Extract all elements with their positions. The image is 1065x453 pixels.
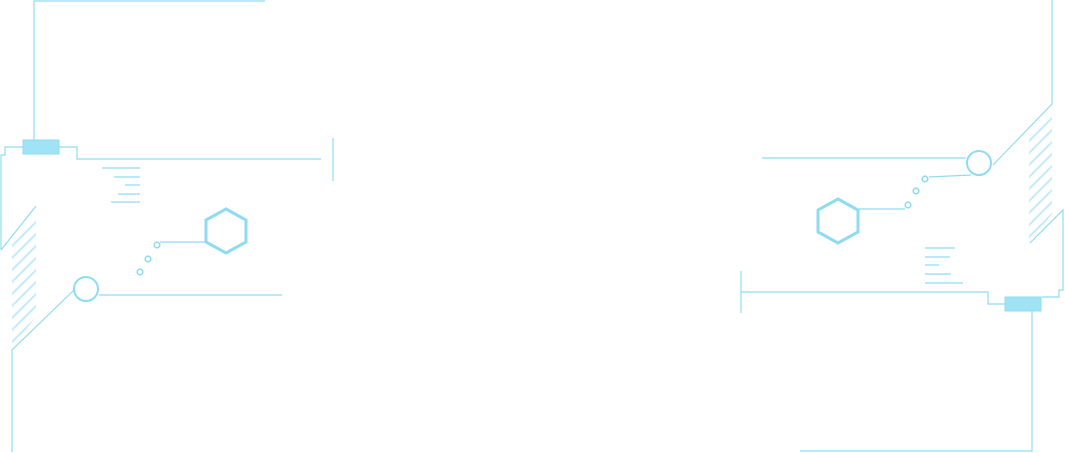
connector-dot-icon: [905, 202, 911, 208]
circle-node-icon: [74, 277, 98, 301]
right-node-link: [929, 175, 971, 177]
hexagon-icon: [818, 199, 858, 243]
connector-dot-icon: [145, 256, 151, 262]
connector-dot-icon: [922, 176, 928, 182]
connector-dot-icon: [154, 242, 160, 248]
right-solid-bar: [1005, 297, 1041, 311]
right-frame: [741, 0, 1065, 451]
right-diagonal-edge: [1030, 210, 1063, 297]
right-data-ticks: [925, 248, 963, 283]
left-bottom-bracket-line: [12, 290, 74, 452]
hexagon-icon: [206, 209, 246, 253]
left-hatch-panel: [0, 208, 50, 378]
left-side-bracket: [1, 147, 23, 250]
left-solid-bar: [23, 140, 59, 154]
left-top-bracket-line: [34, 1, 265, 140]
connector-dot-icon: [137, 269, 143, 275]
left-frame: [0, 1, 333, 452]
left-step-line: [59, 147, 321, 159]
right-bottom-bracket-line: [800, 311, 1032, 451]
connector-dot-icon: [913, 188, 919, 194]
left-data-ticks: [102, 168, 140, 202]
right-step-line: [741, 292, 1005, 304]
circle-node-icon: [967, 151, 991, 175]
